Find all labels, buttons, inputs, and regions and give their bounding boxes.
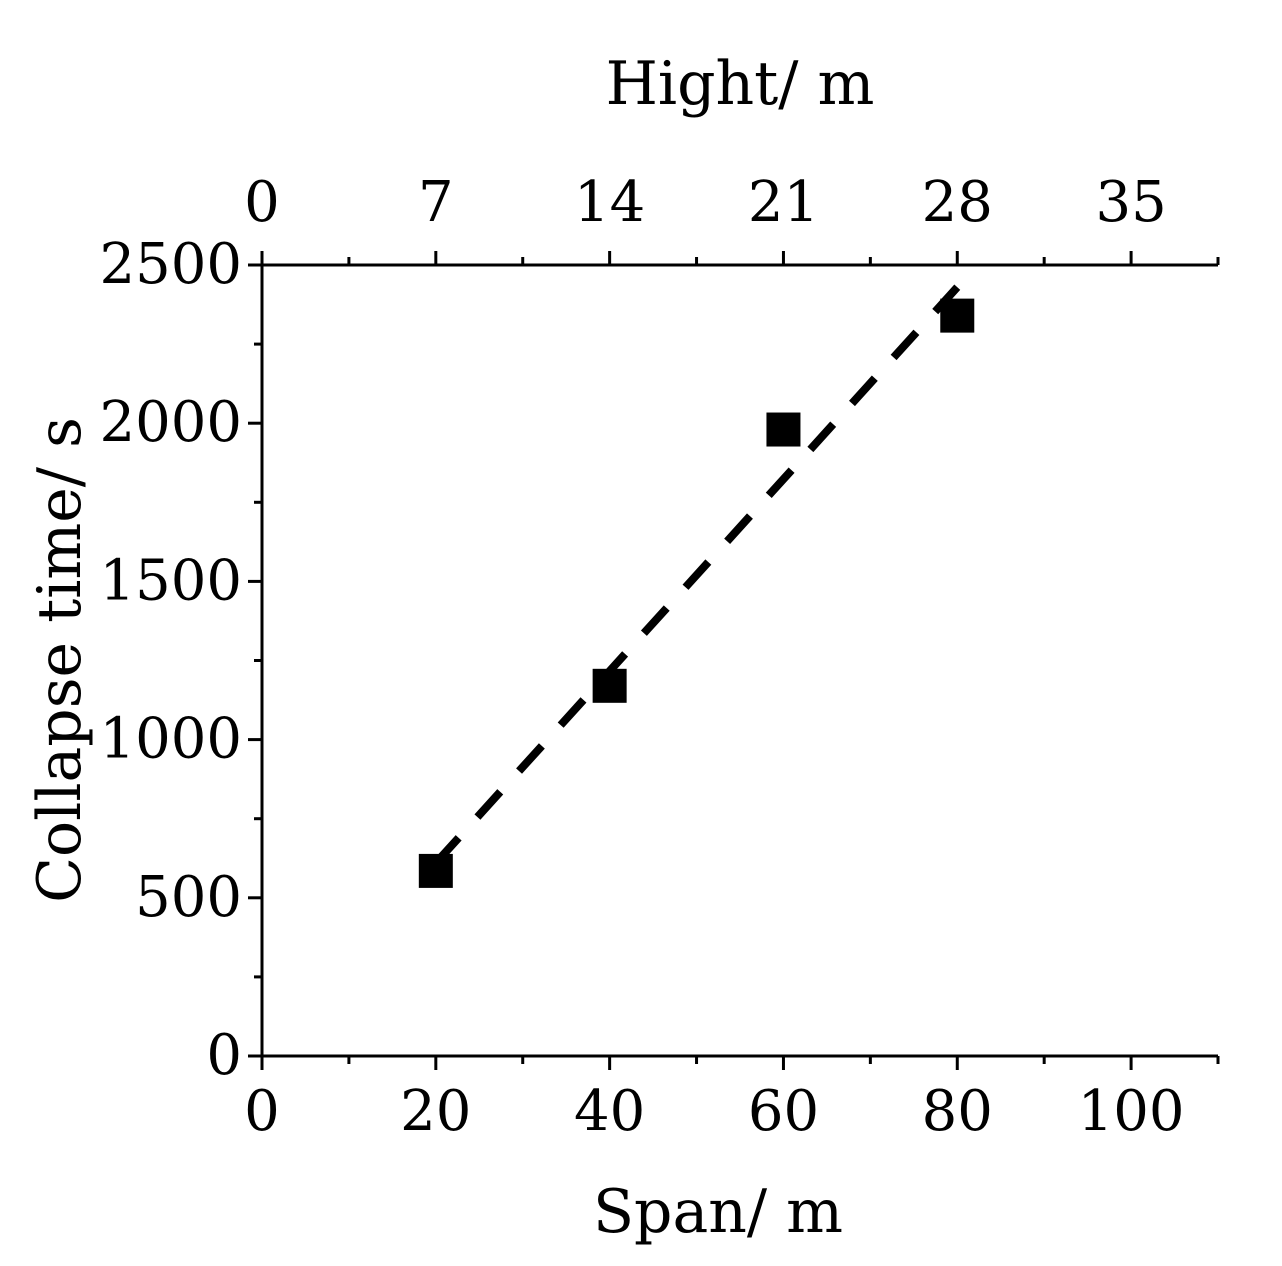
x-tick-label: 60 [748,1079,819,1144]
x2-tick-label: 21 [748,170,819,235]
y-tick-label: 0 [206,1023,242,1088]
axes-frame [260,263,1218,1058]
y-tick-label: 500 [135,865,242,930]
data-point-marker [766,412,801,447]
data-point-marker [592,668,627,703]
y-tick-label: 2500 [99,232,242,297]
x-tick-label: 80 [922,1079,993,1144]
tick-labels: 0 20 40 60 80 1000 7 14 21 28 35050010001500200025… [99,170,1184,1144]
data-point-marker [940,298,975,333]
x2-tick-label: 0 [244,170,280,235]
x2-tick-label: 7 [418,170,454,235]
x2-tick-label: 28 [922,170,993,235]
data-point-marker [418,853,453,888]
x-tick-label: 100 [1078,1079,1185,1144]
plot-series [418,284,975,888]
x-tick-label: 0 [244,1079,280,1144]
x2-tick-label: 14 [574,170,645,235]
x-tick-label: 40 [574,1079,645,1144]
y-tick-label: 1000 [99,707,242,772]
x2-axis-title: Hight/ m [606,49,875,119]
tick-marks [248,251,1220,1070]
y-tick-label: 1500 [99,548,242,613]
y-axis-title: Collapse time/ s [25,417,95,903]
x-tick-label: 20 [400,1079,471,1144]
x2-tick-label: 35 [1095,170,1166,235]
y-tick-label: 2000 [99,390,242,455]
x-axis-title: Span/ m [593,1177,843,1247]
fit-line [432,284,961,866]
